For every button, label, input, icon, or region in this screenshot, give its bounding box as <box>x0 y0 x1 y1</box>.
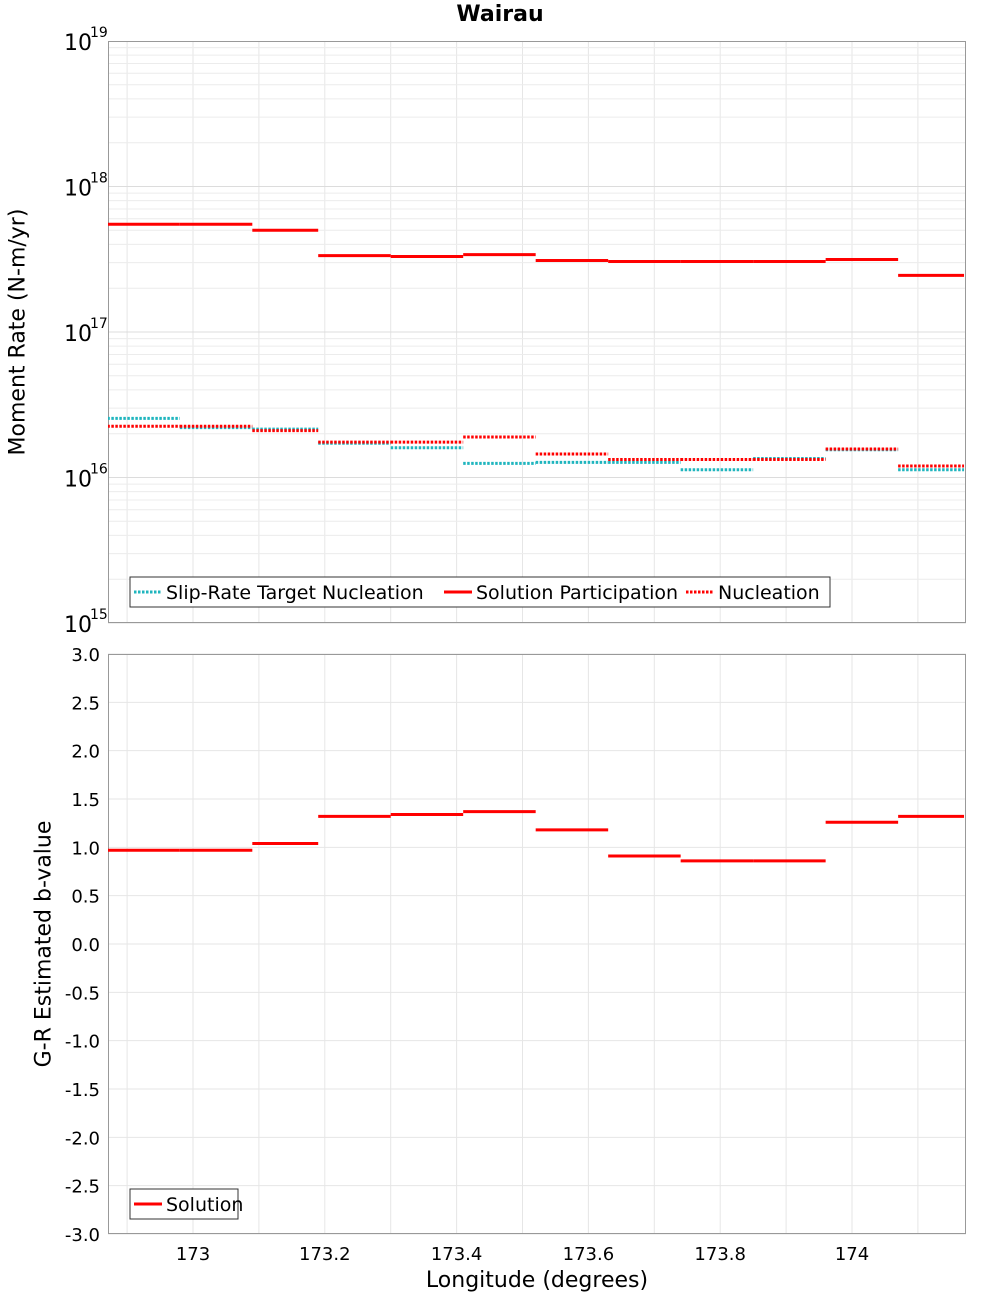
top-series-solution-participation <box>108 222 965 277</box>
legend-label: Solution Participation <box>476 582 678 604</box>
bottom-y-tick-label: -1.0 <box>65 1032 100 1053</box>
y-tick-exponent: 19 <box>90 25 108 41</box>
top-series-nucleation <box>108 424 965 468</box>
bottom-legend: Solution <box>129 1188 243 1220</box>
legend-item: Slip-Rate Target Nucleation <box>134 582 424 604</box>
bottom-y-tick-label: -3.0 <box>65 1225 100 1246</box>
bottom-y-tick-label: -1.5 <box>65 1080 100 1101</box>
bottom-y-tick-label: 0.5 <box>71 887 100 908</box>
y-tick-exponent: 18 <box>90 171 108 187</box>
legend-label: Slip-Rate Target Nucleation <box>166 582 424 604</box>
bottom-series-solution <box>108 810 965 863</box>
x-tick-label: 173 <box>176 1244 210 1265</box>
bottom-y-tick-label: 2.5 <box>71 693 100 714</box>
y-tick-base: 10 <box>64 31 92 56</box>
y-tick-exponent: 17 <box>90 316 108 332</box>
y-tick-exponent: 15 <box>90 607 108 623</box>
y-tick-base: 10 <box>64 468 92 493</box>
top-plot-frame <box>108 41 966 623</box>
y-tick-exponent: 16 <box>90 462 108 478</box>
bottom-y-tick-label: 0.0 <box>71 935 100 956</box>
x-axis-label: Longitude (degrees) <box>425 1268 649 1293</box>
bottom-plot-frame <box>108 654 966 1234</box>
y-tick-base: 10 <box>64 613 92 638</box>
x-tick-label: 173.4 <box>431 1244 483 1265</box>
y-tick-base: 10 <box>64 177 92 202</box>
bottom-y-tick-label: -2.0 <box>65 1128 100 1149</box>
x-tick-label: 173.2 <box>299 1244 351 1265</box>
legend-item: Solution Participation <box>444 582 678 604</box>
legend-item: Nucleation <box>686 582 820 604</box>
bottom-y-tick-label: 1.0 <box>71 838 100 859</box>
x-tick-label: 174 <box>835 1244 869 1265</box>
bottom-y-tick-label: -2.5 <box>65 1177 100 1198</box>
legend-box <box>129 576 831 608</box>
x-tick-label: 173.8 <box>694 1244 746 1265</box>
top-legend: Slip-Rate Target Nucleation Solution Part… <box>129 576 831 608</box>
bottom-y-tick-label: -0.5 <box>65 983 100 1004</box>
bottom-y-tick-label: 1.5 <box>71 790 100 811</box>
y-tick-base: 10 <box>64 322 92 347</box>
bottom-y-tick-label: 3.0 <box>71 645 100 666</box>
legend-item: Solution <box>134 1194 243 1216</box>
bottom-y-tick-label: 2.0 <box>71 742 100 763</box>
x-tick-label: 173.6 <box>563 1244 615 1265</box>
legend-label: Nucleation <box>718 582 820 604</box>
chart-title: Wairau <box>456 2 544 27</box>
legend-label: Solution <box>166 1194 243 1216</box>
